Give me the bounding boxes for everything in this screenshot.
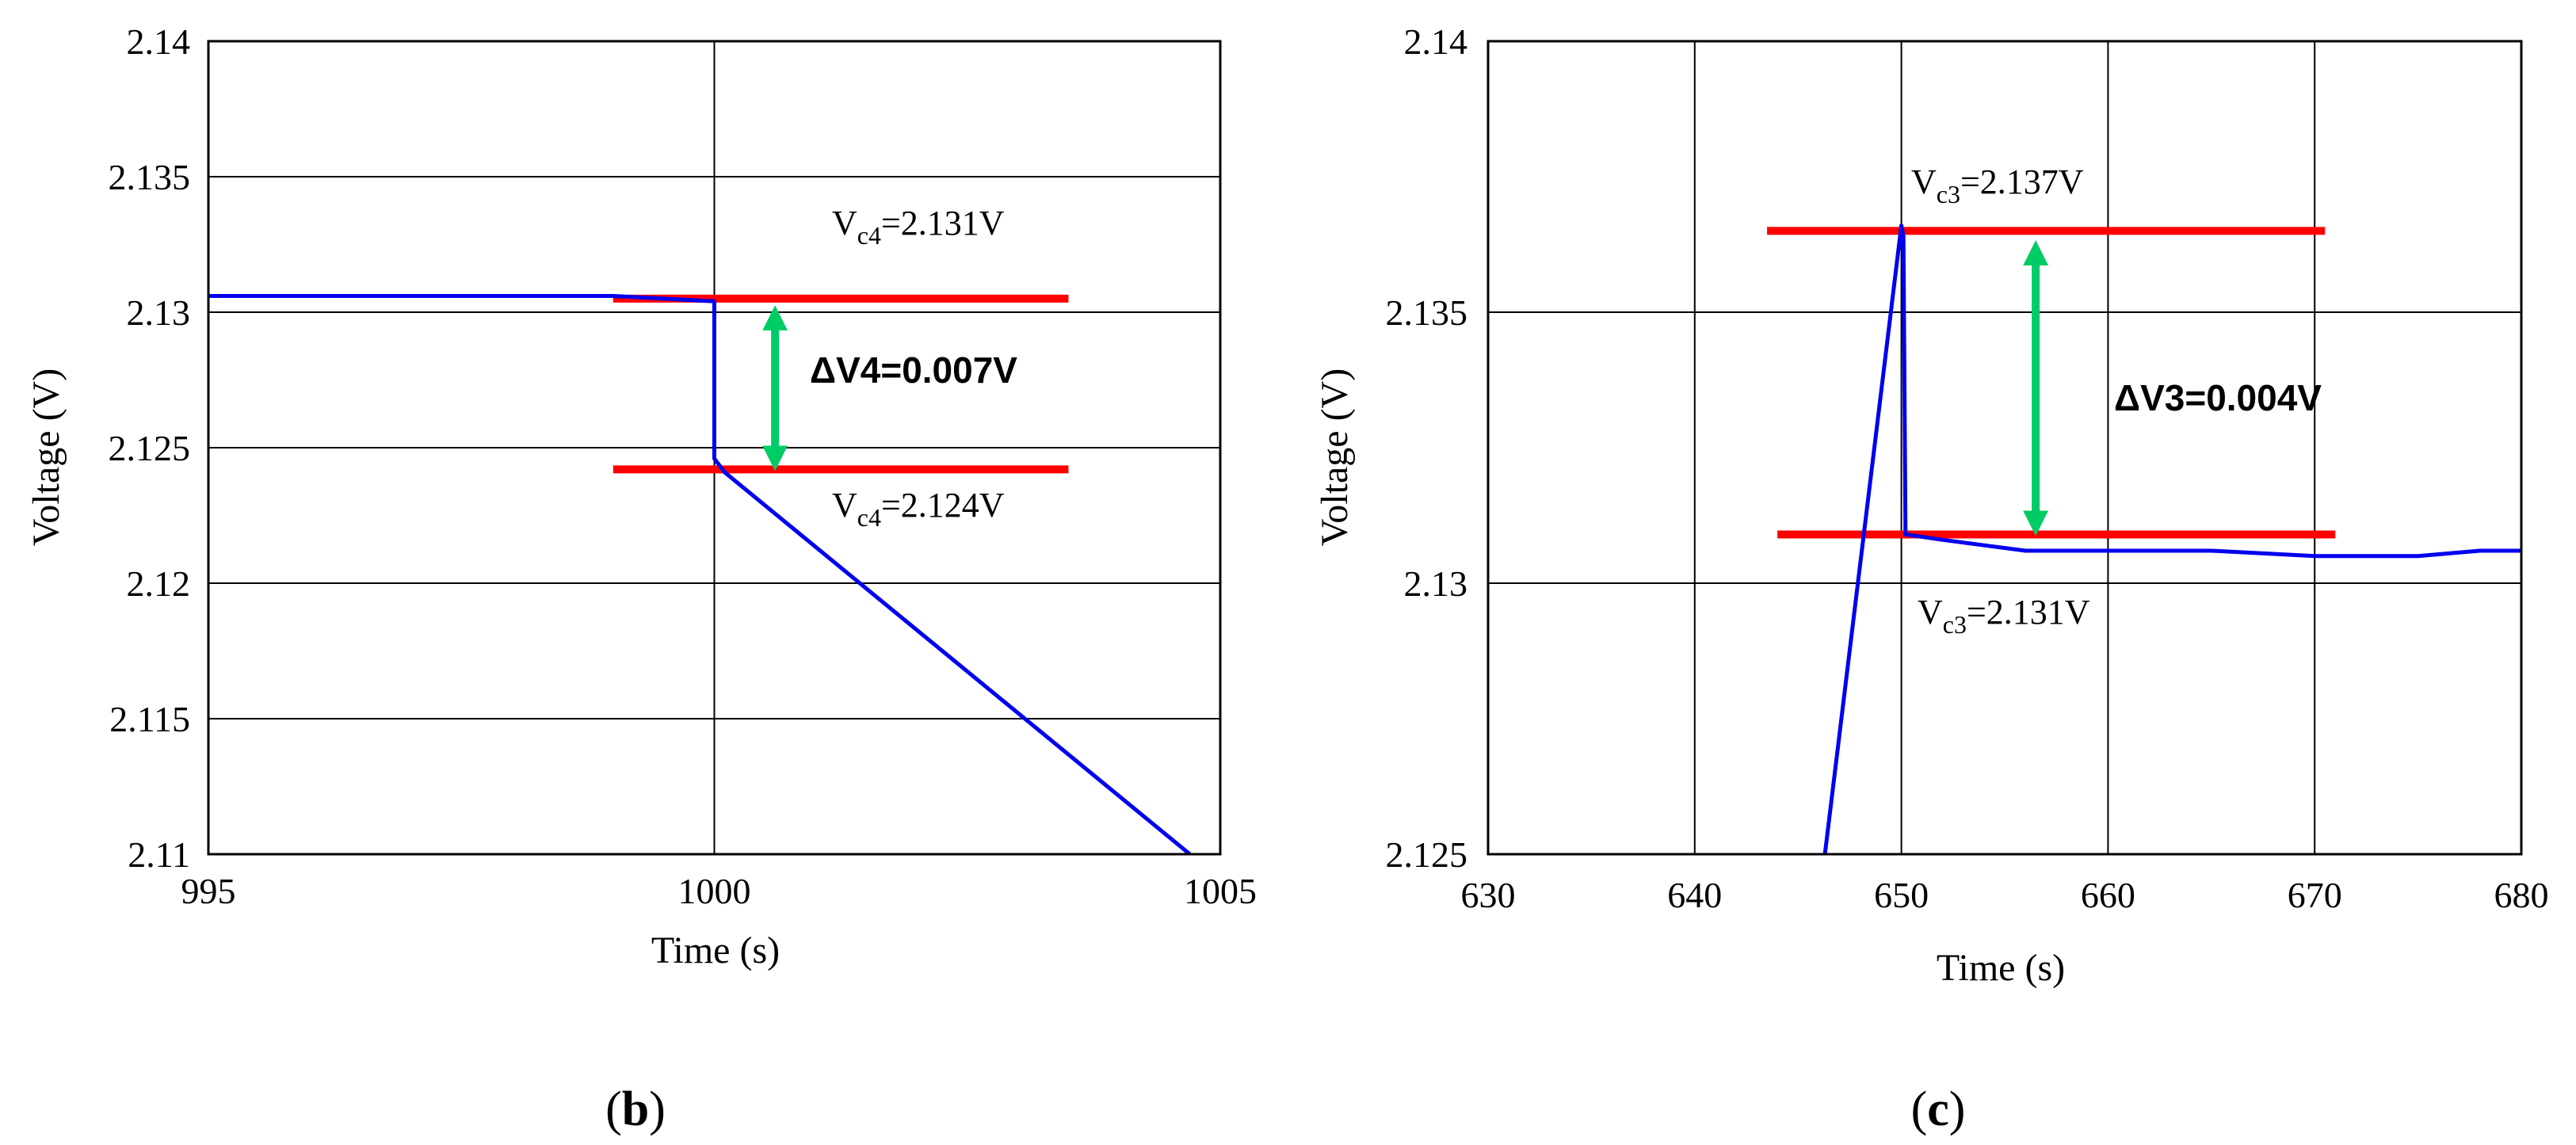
x-axis-label: Time (s) (1937, 947, 2065, 989)
series-line-voltage (208, 294, 1192, 854)
y-axis-label: Voltage (V) (1314, 368, 1356, 546)
x-tick-label: 670 (2288, 875, 2342, 915)
x-tick-label: 630 (1461, 875, 1516, 915)
chart-panel-c: 630 640 650 660 670 680 2.125 2.13 2.135 2.14 Vc3… (1314, 21, 2549, 1136)
y-tick-label: 2.11 (128, 834, 190, 875)
y-tick-label: 2.135 (109, 157, 191, 197)
y-tick-label: 2.125 (1386, 834, 1468, 875)
series-line-voltage (1822, 223, 2521, 854)
x-tick-label: 1005 (1184, 871, 1257, 911)
delta-label: ΔV4=0.007V (810, 349, 1017, 391)
y-tick-label: 2.125 (109, 428, 191, 468)
plot-frame (207, 40, 1222, 856)
x-tick-label: 660 (2081, 875, 2135, 915)
y-tick-label: 2.14 (127, 21, 191, 62)
tick-labels: 630 640 650 660 670 680 2.125 2.13 2.135 2.14 (1386, 21, 2549, 915)
x-tick-label: 650 (1874, 875, 1929, 915)
y-tick-label: 2.13 (127, 292, 191, 333)
series (1822, 223, 2521, 854)
y-tick-label: 2.12 (127, 563, 191, 604)
tick-labels: 995 1000 1005 2.11 2.115 2.12 2.125 2.13 2.135 2.… (109, 21, 1257, 911)
annotation-top: Vc4=2.131V (832, 204, 1005, 250)
panel-label-b: (b) (605, 1082, 666, 1136)
annotation-bottom: Vc3=2.131V (1918, 593, 2090, 639)
y-tick-label: 2.115 (109, 699, 190, 739)
y-tick-label: 2.14 (1404, 21, 1468, 62)
x-tick-label: 995 (181, 871, 236, 911)
panel-label-c: (c) (1911, 1082, 1966, 1136)
x-tick-label: 680 (2494, 875, 2549, 915)
annotation-top: Vc3=2.137V (1911, 162, 2084, 208)
x-axis-label: Time (s) (651, 929, 780, 971)
x-tick-label: 1000 (678, 871, 751, 911)
reference-lines (1767, 227, 2336, 539)
plot-frame (1486, 40, 2523, 856)
y-tick-label: 2.135 (1386, 292, 1468, 333)
delta-label: ΔV3=0.004V (2114, 377, 2322, 418)
x-tick-label: 640 (1667, 875, 1722, 915)
y-tick-label: 2.13 (1404, 563, 1468, 604)
series (208, 294, 1192, 854)
chart-panel-b: 995 1000 1005 2.11 2.115 2.12 2.125 2.13 2.135 2.… (25, 21, 1257, 1136)
annotation-bottom: Vc4=2.124V (832, 486, 1005, 532)
y-axis-label: Voltage (V) (25, 368, 67, 546)
